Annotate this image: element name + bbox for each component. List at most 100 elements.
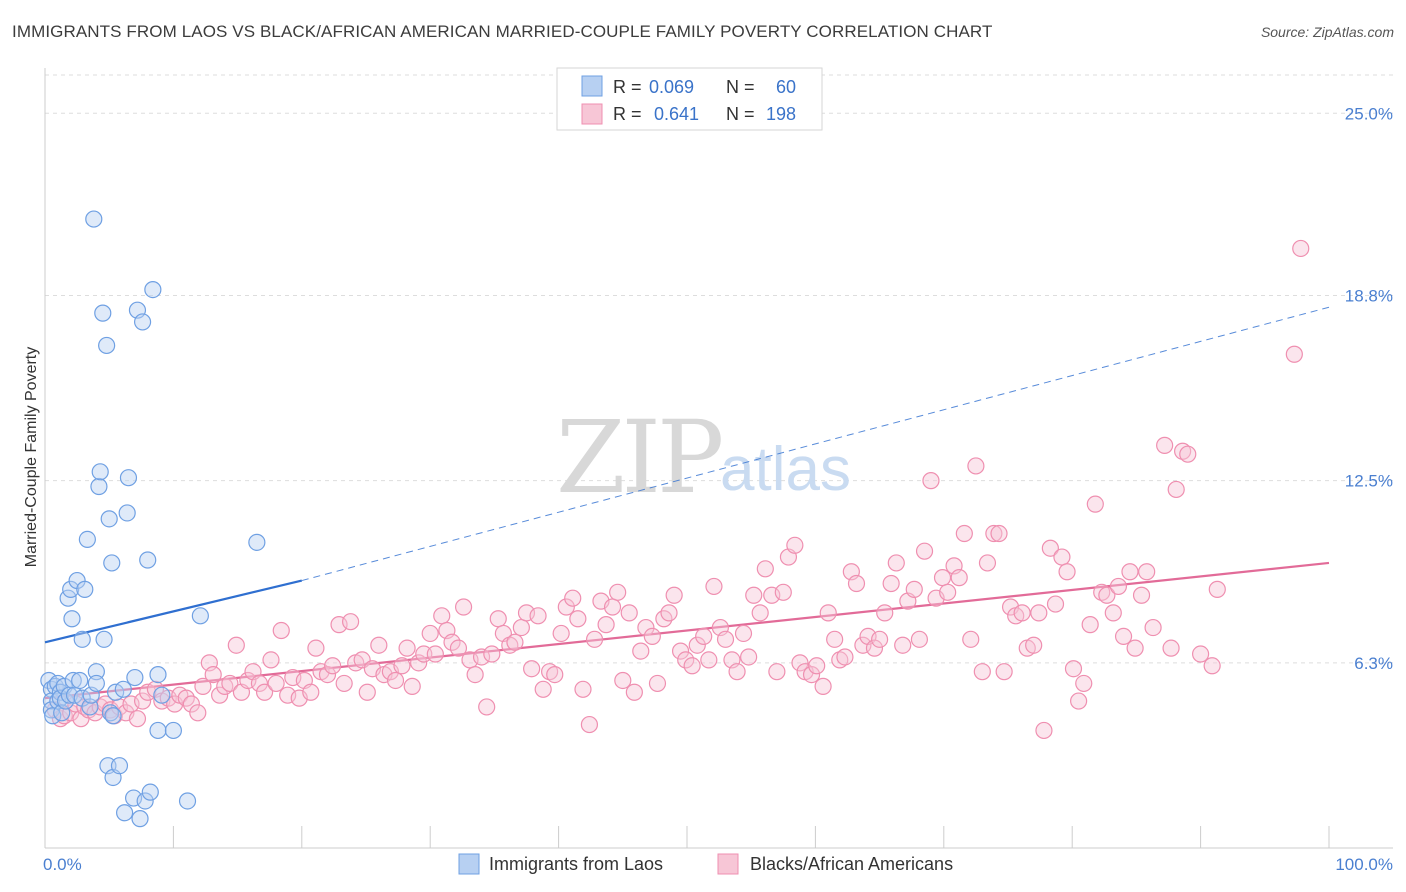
point-black-african-american: [791, 654, 809, 672]
point-black-african-american: [403, 677, 421, 695]
point-black-african-american: [768, 663, 786, 681]
point-black-african-american: [204, 666, 222, 684]
trend-line-laos-solid: [44, 579, 303, 644]
point-black-african-american: [1191, 645, 1210, 663]
point-black-african-american: [534, 680, 552, 698]
point-black-african-american: [386, 671, 405, 690]
point-laos: [131, 810, 149, 828]
point-black-african-american: [221, 674, 239, 693]
point-laos: [64, 671, 82, 690]
point-black-african-american: [472, 648, 491, 666]
point-black-african-american: [133, 692, 152, 710]
x-tick-label-right: 100.0%: [1335, 855, 1393, 874]
point-black-african-american: [632, 642, 650, 660]
point-black-african-american: [836, 648, 854, 666]
point-black-african-american: [756, 560, 774, 578]
point-black-african-american: [705, 577, 723, 596]
point-black-african-american: [995, 663, 1013, 681]
point-black-african-american: [905, 580, 923, 598]
point-black-african-american: [648, 674, 667, 693]
point-black-african-american: [665, 586, 683, 604]
point-black-african-american: [267, 674, 285, 693]
point-black-african-american: [955, 524, 973, 543]
point-black-african-american: [1109, 577, 1128, 596]
point-black-african-american: [1144, 618, 1162, 637]
x-tick-label-left: 0.0%: [43, 855, 82, 874]
legend-swatch-laos: [581, 75, 603, 97]
point-black-african-american: [939, 583, 957, 601]
point-black-african-american: [370, 636, 388, 654]
point-laos: [119, 469, 138, 487]
grid-lines: [45, 74, 1393, 664]
point-black-african-american: [250, 674, 269, 693]
point-black-african-american: [597, 616, 615, 634]
point-black-african-american: [1053, 548, 1071, 566]
point-black-african-american: [814, 677, 832, 695]
bottom-legend-swatch-black: [717, 853, 739, 875]
point-black-african-american: [985, 524, 1003, 543]
legend-r-label-laos: R =: [613, 77, 642, 97]
point-black-african-american: [541, 663, 559, 681]
point-black-african-american: [483, 645, 501, 663]
point-black-african-american: [449, 639, 468, 657]
point-black-african-american: [1075, 674, 1093, 693]
point-black-african-american: [774, 583, 792, 601]
point-black-african-american: [569, 610, 587, 628]
point-laos: [87, 674, 105, 693]
point-black-african-american: [922, 472, 940, 490]
y-tick-label: 25.0%: [1345, 104, 1393, 123]
point-laos: [104, 707, 122, 725]
y-tick-label: 12.5%: [1345, 472, 1393, 491]
point-black-african-american: [831, 651, 849, 669]
point-black-african-american: [1138, 563, 1156, 581]
point-laos: [114, 680, 132, 698]
point-black-african-american: [302, 683, 320, 701]
point-laos: [136, 792, 154, 810]
stats-legend: R = 0.069 N = 60 R = 0.641 N = 198: [556, 67, 823, 131]
point-black-african-american: [324, 657, 342, 675]
point-black-african-american: [716, 630, 735, 648]
point-laos: [126, 668, 144, 687]
point-black-african-american: [978, 554, 997, 572]
point-black-african-american: [1179, 445, 1197, 463]
point-black-african-american: [614, 671, 632, 690]
trend-line-laos-dashed: [301, 306, 1330, 582]
point-black-african-american: [1070, 692, 1088, 710]
point-black-african-american: [625, 683, 643, 701]
point-black-african-american: [255, 683, 274, 701]
point-black-african-american: [637, 618, 655, 637]
legend-n-label-black: N =: [726, 104, 755, 124]
point-black-african-american: [262, 651, 280, 669]
legend-r-label-black: R =: [613, 104, 642, 124]
point-laos: [76, 580, 94, 598]
point-black-african-american: [990, 524, 1008, 543]
legend-n-label-laos: N =: [726, 77, 755, 97]
point-black-african-american: [557, 598, 575, 616]
point-black-african-american: [967, 457, 985, 475]
point-black-african-american: [1081, 616, 1099, 634]
point-laos: [73, 630, 91, 648]
point-black-african-american: [1030, 604, 1048, 622]
point-black-african-american: [802, 666, 821, 684]
point-laos: [164, 721, 182, 740]
point-laos: [71, 671, 89, 690]
point-black-african-american: [585, 630, 604, 648]
point-black-african-american: [393, 657, 411, 675]
point-black-african-american: [1114, 627, 1133, 645]
bottom-legend-label-laos: Immigrants from Laos: [489, 854, 663, 874]
point-black-african-american: [1121, 563, 1139, 581]
point-black-african-american: [882, 574, 900, 593]
point-black-african-american: [826, 630, 844, 648]
point-laos: [153, 686, 171, 704]
point-laos: [101, 704, 120, 722]
point-black-african-american: [973, 663, 991, 681]
data-points: [40, 210, 1310, 828]
point-laos: [78, 530, 96, 549]
point-black-african-american: [552, 624, 570, 643]
point-black-african-american: [211, 686, 229, 704]
point-black-african-american: [529, 607, 547, 625]
point-black-african-american: [910, 630, 929, 648]
point-laos: [100, 510, 118, 528]
point-black-african-american: [272, 621, 290, 640]
point-black-african-american: [182, 695, 200, 713]
